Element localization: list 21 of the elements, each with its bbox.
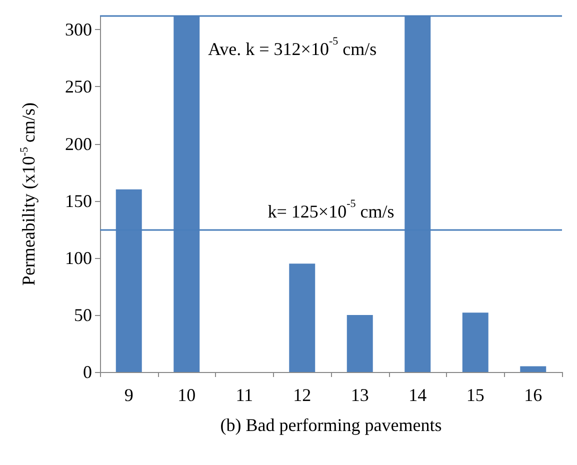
bar bbox=[289, 264, 316, 372]
x-axis-title: (b) Bad performing pavements bbox=[220, 415, 442, 435]
x-tick-label: 12 bbox=[293, 385, 312, 405]
x-tick-label: 10 bbox=[178, 385, 196, 405]
y-tick-label: 50 bbox=[74, 304, 92, 325]
x-tick-label: 11 bbox=[236, 385, 254, 405]
y-axis-title: Permeability (x10-5 cm/s) bbox=[18, 102, 38, 286]
x-tick-label: 14 bbox=[408, 385, 427, 405]
x-tick-label: 16 bbox=[524, 385, 542, 405]
x-tick-label: 13 bbox=[350, 385, 369, 405]
x-tick-label: 9 bbox=[124, 385, 134, 405]
bar bbox=[346, 314, 373, 372]
y-tick-label: 200 bbox=[65, 134, 92, 154]
bar bbox=[462, 312, 488, 372]
x-tick-label: 15 bbox=[466, 385, 484, 405]
bar bbox=[520, 366, 546, 372]
y-tick-label: 300 bbox=[65, 20, 92, 40]
y-tick-label: 250 bbox=[65, 76, 92, 97]
y-tick-label: 0 bbox=[83, 362, 92, 382]
y-tick-label: 150 bbox=[65, 190, 92, 211]
y-tick-label: 100 bbox=[65, 248, 92, 268]
